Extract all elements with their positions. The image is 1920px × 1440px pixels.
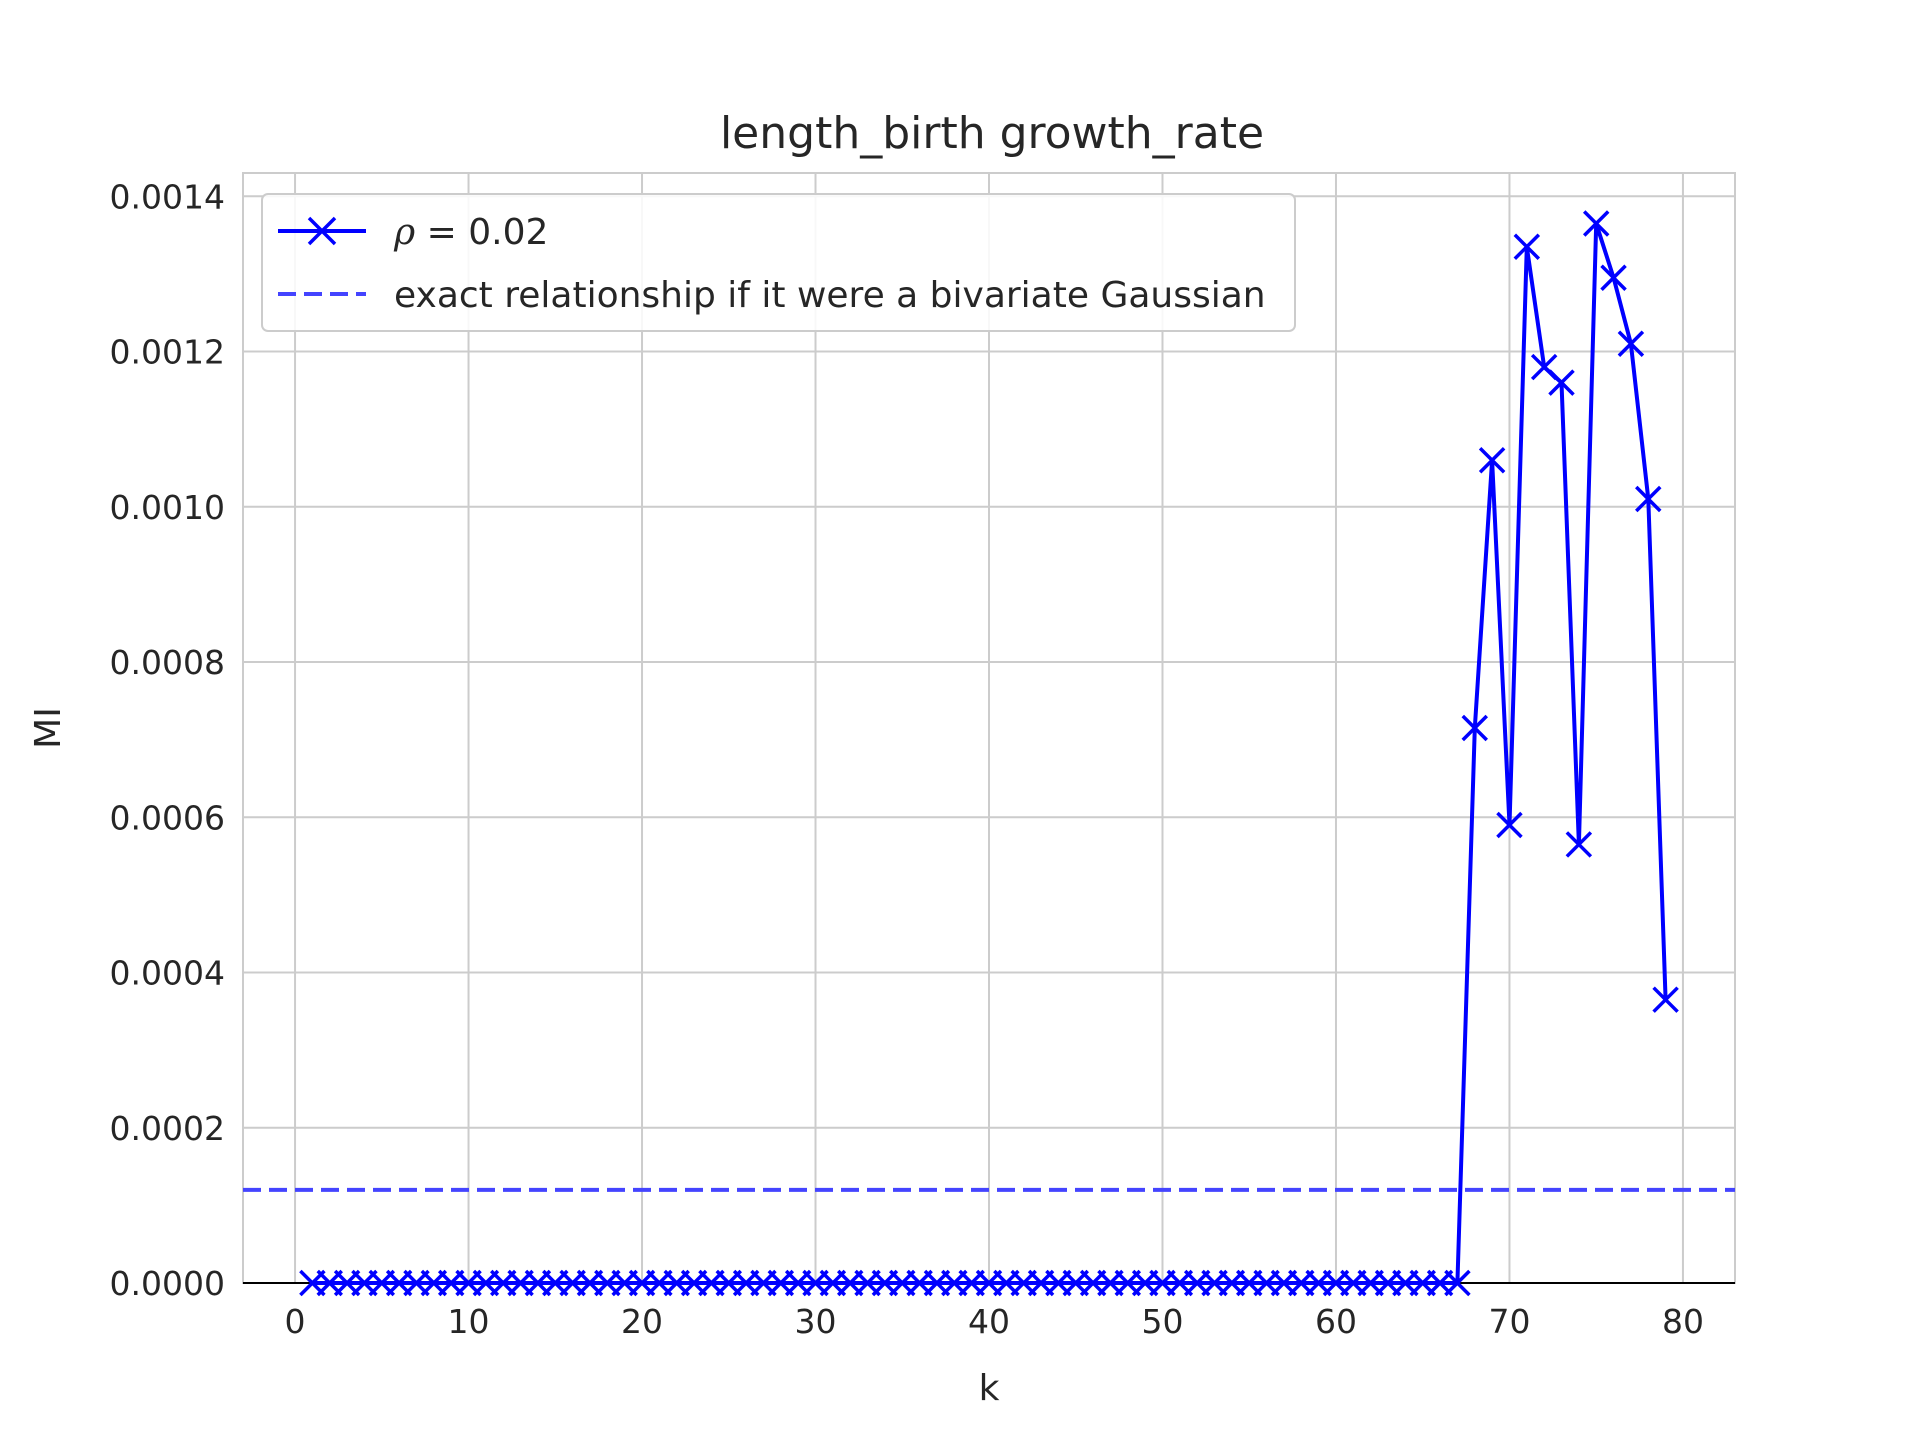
data-point-marker: [1617, 330, 1645, 358]
chart-title: length_birth growth_rate: [720, 108, 1264, 159]
data-point-marker: [1478, 446, 1506, 474]
legend-rho-value: = 0.02: [415, 212, 548, 253]
data-point-marker: [1600, 264, 1627, 292]
data-point-marker: [1444, 1269, 1471, 1297]
plot-area: [242, 172, 1736, 1297]
x-tick-label: 50: [1141, 1302, 1183, 1341]
legend-box: [261, 193, 1296, 332]
data-point-marker: [1582, 210, 1610, 237]
data-point-marker: [1496, 811, 1523, 839]
y-axis-label: MI: [28, 707, 69, 749]
data-point-marker: [1513, 233, 1541, 260]
x-tick-label: 30: [795, 1302, 837, 1341]
legend-label-gaussian: exact relationship if it were a bivariat…: [394, 275, 1266, 316]
x-gridlines: [294, 173, 1684, 1283]
y-tick-label: 0.0008: [110, 643, 225, 682]
y-tick-label: 0.0000: [110, 1264, 225, 1303]
x-tick-label: 60: [1315, 1302, 1357, 1341]
x-tick-labels: 0 10 20 30 40 50 60 70 80: [285, 1302, 1704, 1341]
x-tick-label: 20: [621, 1302, 663, 1341]
data-point-marker: [1565, 831, 1593, 858]
data-point-marker: [1461, 714, 1489, 742]
series-layer: [243, 210, 1735, 1297]
x-axis-label: k: [979, 1368, 1000, 1409]
y-tick-label: 0.0006: [110, 798, 225, 837]
x-tick-label: 80: [1662, 1302, 1704, 1341]
y-gridlines: [243, 195, 1735, 1284]
x-tick-label: 70: [1488, 1302, 1530, 1341]
x-tick-label: 0: [285, 1302, 306, 1341]
legend-marker-x: [307, 216, 337, 246]
y-tick-label: 0.0004: [110, 954, 225, 993]
data-point-marker: [1652, 986, 1679, 1013]
y-tick-label: 0.0010: [110, 488, 225, 527]
data-point-marker: [1548, 369, 1575, 396]
legend: ρ = 0.02 exact relationship if it were a…: [261, 193, 1296, 332]
x-tick-label: 10: [448, 1302, 490, 1341]
y-tick-label: 0.0014: [110, 177, 225, 216]
y-tick-label: 0.0012: [110, 333, 225, 372]
legend-rho-symbol: ρ: [393, 212, 415, 253]
x-tick-label: 40: [968, 1302, 1010, 1341]
data-point-marker: [1635, 485, 1662, 513]
y-tick-label: 0.0002: [110, 1109, 225, 1148]
legend-label-series-rho: ρ = 0.02: [393, 212, 548, 253]
y-tick-labels: 0.0000 0.0002 0.0004 0.0006 0.0008 0.0010 0.00…: [110, 177, 225, 1303]
